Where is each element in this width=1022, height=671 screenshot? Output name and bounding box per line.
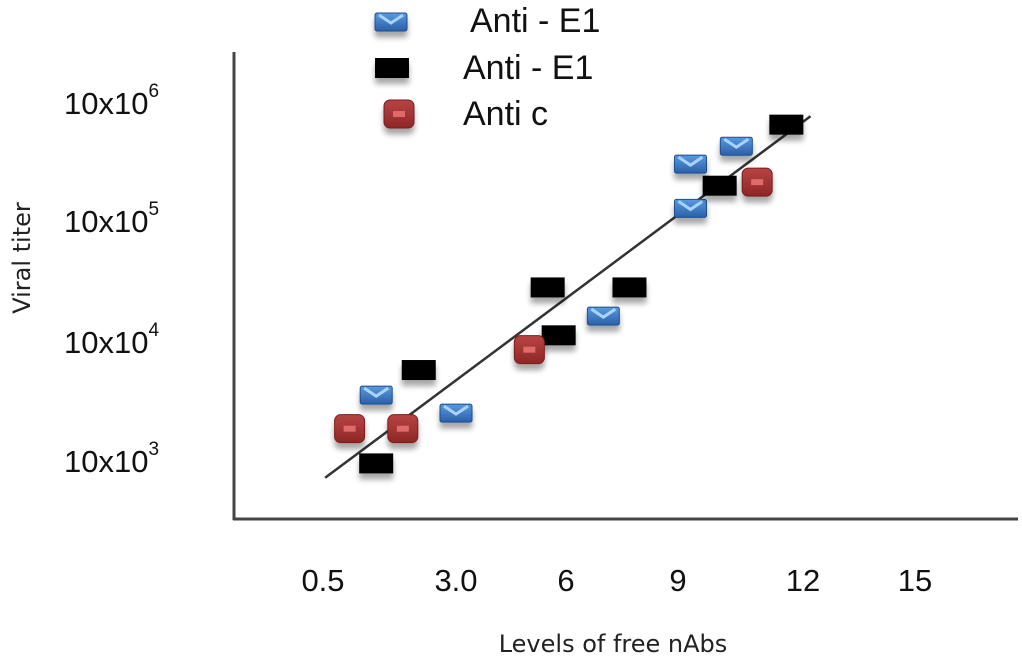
- legend-label: Anti c: [463, 95, 548, 133]
- legend-item-anti-e1-black: Anti - E1: [375, 49, 593, 87]
- y-tick-label-5: 10x105: [64, 199, 159, 239]
- data-point-series-1: [612, 277, 647, 298]
- data-point-series-0: [439, 403, 473, 423]
- legend-marker-black-rect: [375, 58, 409, 78]
- y-tick-label-4: 10x104: [64, 320, 159, 360]
- legend-marker-red-square: [383, 99, 415, 129]
- data-point-series-1: [359, 453, 394, 474]
- data-point-series-0: [674, 154, 707, 174]
- x-tick-label: 12: [786, 563, 820, 598]
- data-point-series-0: [359, 385, 393, 405]
- x-tick-label: 6: [557, 563, 574, 598]
- data-point-series-2: [387, 414, 419, 444]
- data-point-series-1: [401, 360, 436, 381]
- x-tick-label: 3.0: [434, 563, 477, 598]
- data-point-series-1: [702, 175, 737, 196]
- legend-marker-shape: [383, 99, 415, 129]
- legend-label: Anti - E1: [470, 2, 600, 40]
- y-tick-labels: 10x106 10x105 10x104 10x103: [64, 81, 159, 479]
- data-point-series-2: [513, 335, 545, 365]
- data-point-series-1: [541, 325, 576, 346]
- y-tick-label-3: 10x103: [64, 439, 159, 479]
- x-tick-label: 15: [898, 563, 932, 598]
- legend-label: Anti - E1: [463, 49, 593, 87]
- data-point-series-1: [769, 114, 804, 135]
- data-point-series-0: [586, 306, 620, 326]
- legend-item-anti-e1-blue: Anti - E1: [374, 2, 600, 40]
- y-tick-label-6: 10x106: [64, 81, 159, 121]
- legend: Anti - E1 Anti - E1 Anti c: [374, 2, 600, 133]
- data-point-series-1: [530, 277, 565, 298]
- data-point-series-0: [719, 136, 753, 156]
- legend-marker-shape: [374, 12, 408, 32]
- data-points: [334, 114, 804, 474]
- legend-marker-blue-envelope: [374, 12, 408, 32]
- legend-marker-shape: [375, 58, 409, 78]
- data-point-series-0: [674, 198, 707, 218]
- x-tick-label: 9: [669, 563, 686, 598]
- data-point-series-2: [334, 414, 366, 444]
- x-tick-labels: 0.5 3.0 6 9 12 15: [301, 563, 932, 598]
- legend-item-anti-c: Anti c: [383, 95, 548, 133]
- x-axis-title: Levels of free nAbs: [499, 630, 728, 658]
- y-axis-title: Viral titer: [8, 202, 36, 314]
- data-point-series-2: [741, 167, 773, 197]
- x-tick-label: 0.5: [301, 563, 344, 598]
